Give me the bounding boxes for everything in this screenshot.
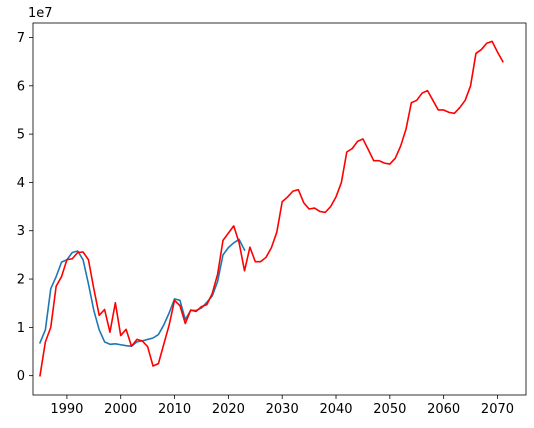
y-tick-label: 2 [17,273,25,288]
x-tick-label: 1990 [50,402,83,417]
x-tick-label: 2020 [212,402,245,417]
plot-area-background [33,23,526,395]
plot-frame [32,22,527,396]
y-tick-label: 7 [17,31,25,46]
x-tick-label: 2040 [319,402,352,417]
x-tick-label: 2030 [266,402,299,417]
series-line-1 [39,40,504,377]
x-tick-label: 2010 [158,402,191,417]
x-tick-label: 2060 [427,402,460,417]
y-tick-label: 3 [17,224,25,239]
x-tick-label: 2000 [104,402,137,417]
y-tick-label: 5 [17,128,25,143]
y-tick-label: 0 [17,369,25,384]
y-tick-label: 4 [17,176,25,191]
y-offset-label: 1e7 [28,6,53,21]
series-layer [38,40,504,377]
x-tick-label: 2070 [481,402,514,417]
y-tick-label: 6 [17,79,25,94]
y-axis-ticks: 0 1 2 3 4 5 6 7 [17,31,33,384]
y-tick-label: 1 [17,321,25,336]
x-tick-label: 2050 [373,402,406,417]
x-axis-ticks: 1990 2000 2010 2020 2030 2040 2050 2060 2070 [50,395,514,417]
